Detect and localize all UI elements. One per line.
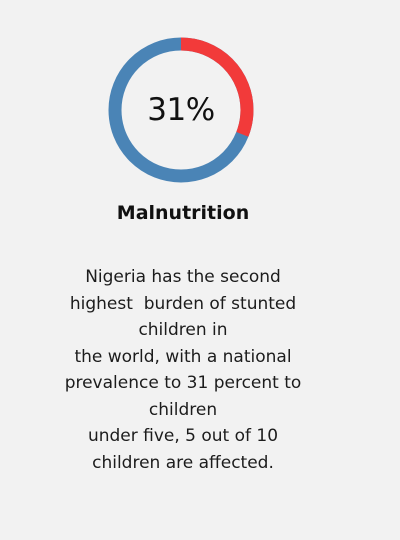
progress-ring-highlight [108,37,254,183]
percent-value: 31% [147,92,215,128]
description-line: children [148,399,218,420]
description-line: highest burden of stunted [69,293,297,314]
description-line: Nigeria has the second [85,267,281,287]
description-line: children are affected. [92,452,274,473]
progress-ring-graphic [108,37,254,183]
description-line: under five, 5 out of 10 [87,426,279,446]
stat-title: Malnutrition [116,202,250,224]
description-line: children in [138,320,228,340]
stat-description: Nigeria has the second highest burden of… [0,264,366,476]
description-line: prevalence to 31 percent to [64,373,302,393]
description-line: the world, with a national [74,346,292,367]
progress-ring: 31% [108,37,254,183]
